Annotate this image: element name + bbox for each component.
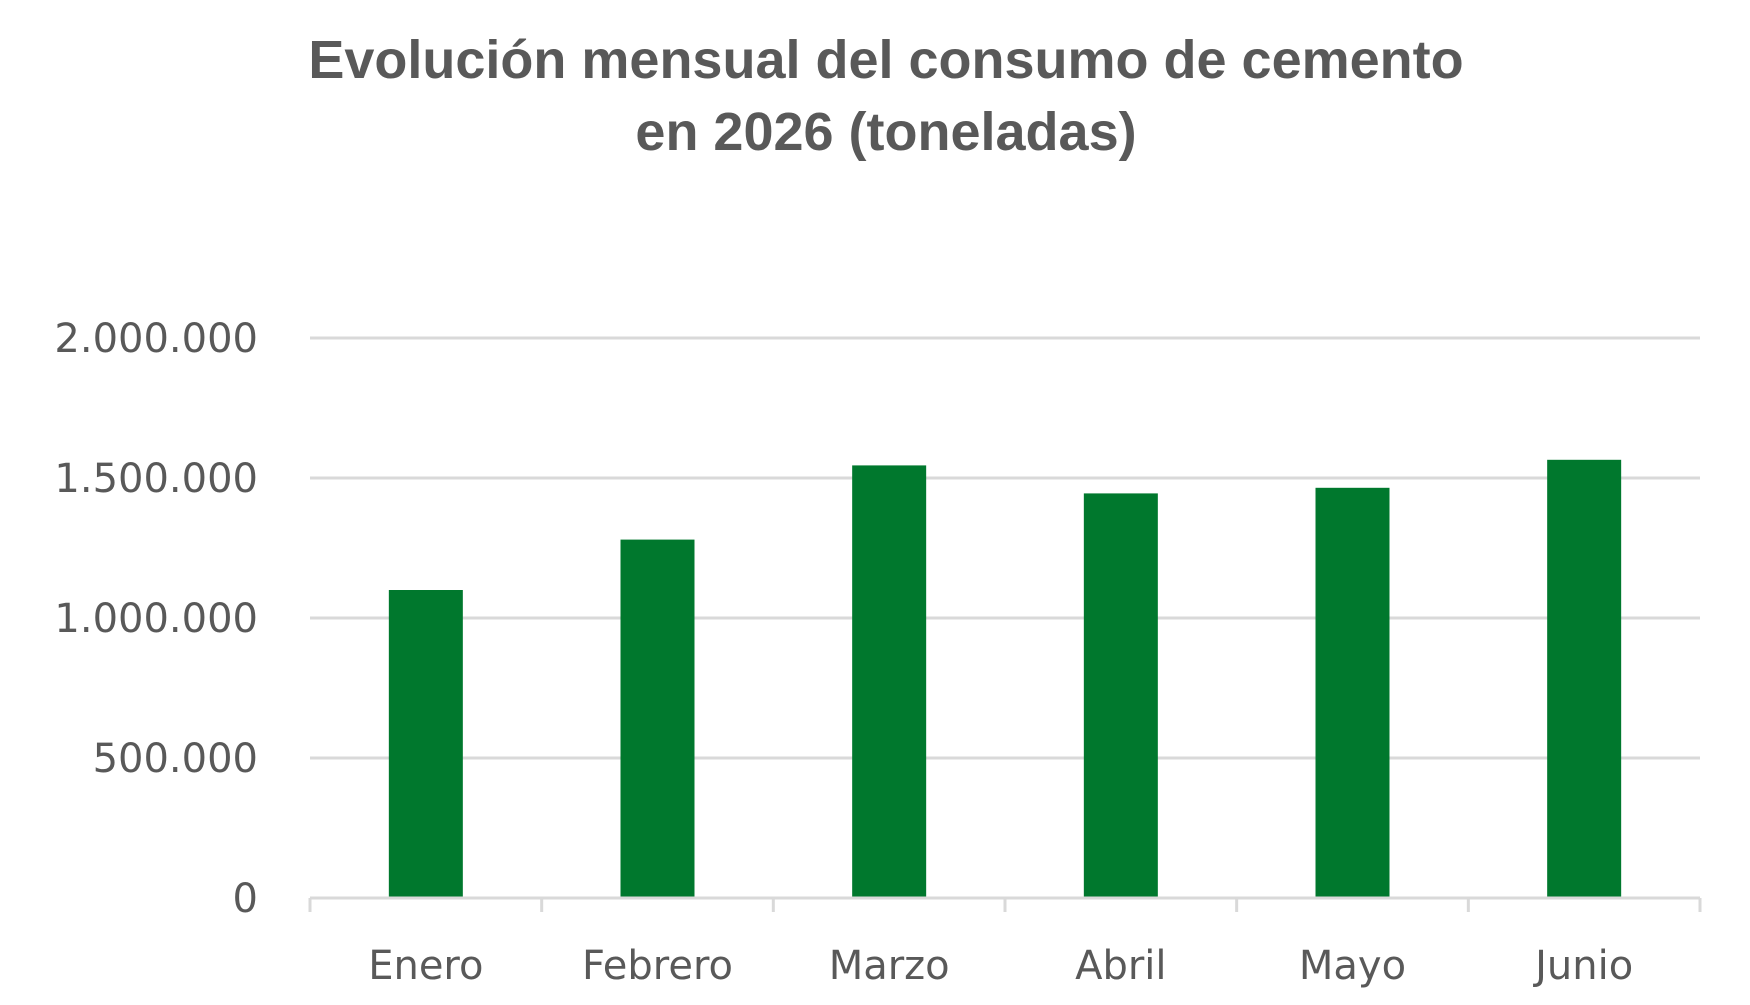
x-tick-label: Junio <box>1532 943 1633 989</box>
x-axis <box>308 896 1702 912</box>
bar <box>1083 493 1158 898</box>
chart-title-line-2: en 2026 (toneladas) <box>635 102 1136 162</box>
y-tick-label: 2.000.000 <box>54 316 258 362</box>
bar <box>852 465 927 898</box>
x-axis-tick-labels: Enero Febrero Marzo Abril Mayo Junio <box>368 943 1633 989</box>
y-axis-tick-labels: 0 500.000 1.000.000 1.500.000 2.000.000 <box>54 316 258 922</box>
x-tick-label: Abril <box>1075 943 1166 989</box>
chart-title-line-1: Evolución mensual del consumo de cemento <box>308 30 1463 90</box>
y-tick-label: 500.000 <box>93 736 258 782</box>
x-tick-label: Mayo <box>1299 943 1406 989</box>
bar <box>1547 459 1622 898</box>
y-tick-label: 1.000.000 <box>54 596 258 642</box>
bars <box>388 459 1622 898</box>
bar <box>1315 487 1390 898</box>
bar <box>388 590 463 898</box>
x-tick-label: Enero <box>368 943 483 989</box>
gridlines <box>310 336 1700 760</box>
x-tick-label: Marzo <box>829 943 950 989</box>
bar <box>620 539 695 898</box>
y-tick-label: 0 <box>233 876 258 922</box>
y-tick-label: 1.500.000 <box>54 456 258 502</box>
x-tick-label: Febrero <box>582 943 733 989</box>
